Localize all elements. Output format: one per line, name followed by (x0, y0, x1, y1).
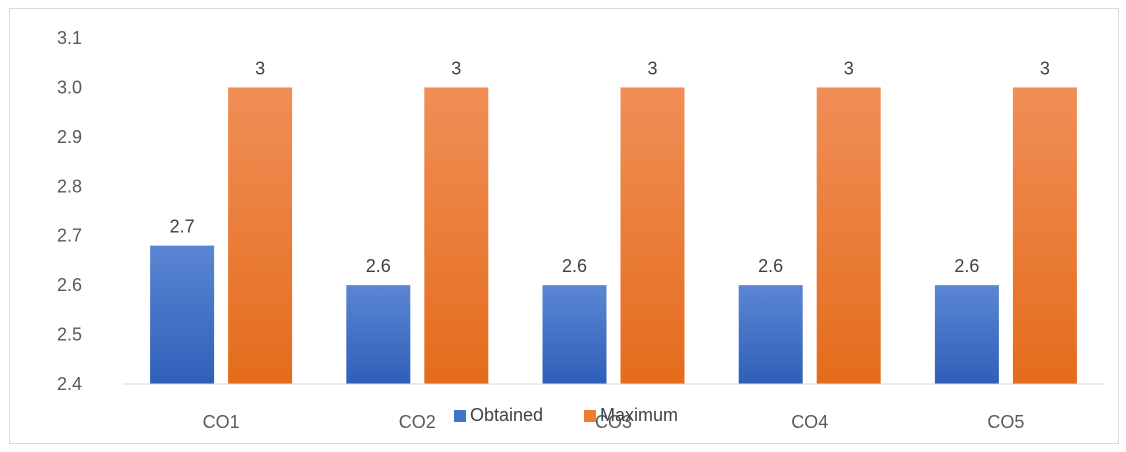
data-label: 2.6 (366, 256, 391, 276)
x-category-label: CO5 (987, 412, 1024, 432)
bar-obtained (346, 285, 411, 384)
data-label: 3 (647, 58, 657, 78)
y-tick-label: 3.0 (57, 77, 82, 97)
bars: 2.7 3 2.6 3 2.6 3 2.6 3 2.6 3 (150, 58, 1077, 384)
y-tick-label: 2.7 (57, 226, 82, 246)
bar-maximum (1012, 87, 1077, 384)
data-label: 3 (255, 58, 265, 78)
bar-maximum (816, 87, 881, 384)
x-category-label: CO2 (399, 412, 436, 432)
x-category-label: CO4 (791, 412, 828, 432)
data-label: 2.6 (562, 256, 587, 276)
bar-maximum (620, 87, 685, 384)
x-category-label: CO1 (203, 412, 240, 432)
y-tick-label: 3.1 (57, 28, 82, 48)
y-tick-label: 2.5 (57, 325, 82, 345)
data-label: 3 (451, 58, 461, 78)
bar-obtained (738, 285, 803, 384)
y-tick-label: 2.8 (57, 176, 82, 196)
bar-maximum (424, 87, 489, 384)
legend: Obtained Maximum (454, 405, 678, 425)
bar-obtained (150, 245, 215, 384)
data-label: 2.6 (954, 256, 979, 276)
y-tick-label: 2.9 (57, 127, 82, 147)
bar-maximum (228, 87, 293, 384)
legend-swatch-obtained (454, 410, 466, 422)
y-axis: 2.4 2.5 2.6 2.7 2.8 2.9 3.0 3.1 (57, 28, 82, 394)
x-axis: CO1 CO2 CO3 CO4 CO5 (123, 383, 1104, 432)
legend-label-obtained: Obtained (470, 405, 543, 425)
data-label: 3 (1040, 58, 1050, 78)
data-label: 3 (844, 58, 854, 78)
data-label: 2.6 (758, 256, 783, 276)
y-tick-label: 2.4 (57, 374, 82, 394)
legend-label-maximum: Maximum (600, 405, 678, 425)
y-tick-label: 2.6 (57, 275, 82, 295)
x-category-label: CO3 (595, 412, 632, 432)
bar-obtained (934, 285, 999, 384)
legend-swatch-maximum (584, 410, 596, 422)
data-label: 2.7 (170, 217, 195, 237)
bar-obtained (542, 285, 607, 384)
